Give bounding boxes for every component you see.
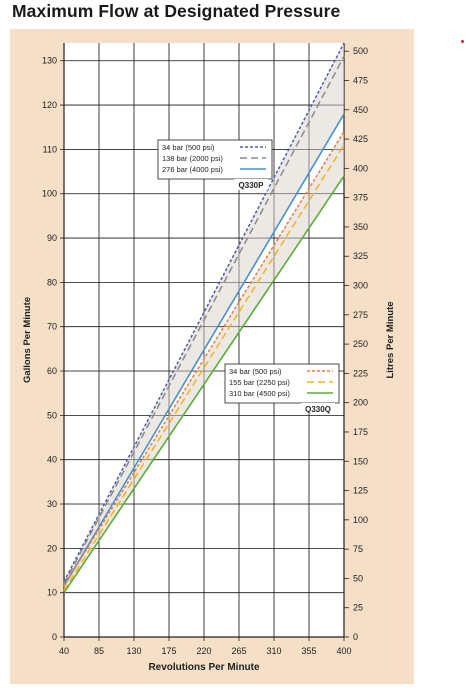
y2-axis-label: Litres Per Minute bbox=[385, 301, 396, 378]
x-tick-label: 265 bbox=[231, 646, 246, 656]
accent-dot bbox=[461, 40, 464, 43]
legend-entry: 138 bar (2000 psi) bbox=[162, 154, 223, 163]
group-label: Q330P bbox=[239, 181, 265, 190]
y2-tick-label: 425 bbox=[353, 134, 368, 144]
y2-tick-label: 475 bbox=[353, 75, 368, 85]
x-tick-label: 130 bbox=[126, 646, 141, 656]
y-tick-label: 10 bbox=[47, 588, 57, 598]
y-tick-label: 40 bbox=[47, 455, 57, 465]
y-tick-label: 120 bbox=[42, 100, 57, 110]
x-tick-label: 40 bbox=[59, 646, 69, 656]
y2-tick-label: 300 bbox=[353, 281, 368, 291]
x-tick-label: 310 bbox=[266, 646, 281, 656]
y-tick-label: 70 bbox=[47, 322, 57, 332]
y-tick-label: 60 bbox=[47, 366, 57, 376]
y-tick-label: 90 bbox=[47, 233, 57, 243]
x-axis-label: Revolutions Per Minute bbox=[148, 662, 260, 673]
series-line-q330q-0 bbox=[63, 131, 345, 587]
legend-entry: 276 bar (4000 psi) bbox=[162, 165, 223, 174]
x-tick-label: 175 bbox=[161, 646, 176, 656]
y2-tick-label: 25 bbox=[353, 603, 363, 613]
y2-tick-label: 500 bbox=[353, 46, 368, 56]
legend-entry: 34 bar (500 psi) bbox=[162, 143, 215, 152]
y2-tick-label: 100 bbox=[353, 515, 368, 525]
y-tick-label: 50 bbox=[47, 410, 57, 420]
y-tick-label: 110 bbox=[43, 144, 57, 154]
series-line-q330q-2 bbox=[63, 175, 345, 594]
x-tick-label: 85 bbox=[94, 646, 104, 656]
y-tick-label: 100 bbox=[42, 189, 57, 199]
y-axis-label: Gallons Per Minute bbox=[22, 297, 33, 383]
series-line-q330p-1 bbox=[63, 55, 345, 585]
x-tick-label: 400 bbox=[336, 646, 351, 656]
y2-tick-label: 250 bbox=[353, 339, 368, 349]
page-title: Maximum Flow at Designated Pressure bbox=[12, 1, 341, 21]
y2-tick-label: 450 bbox=[353, 105, 368, 115]
y-tick-label: 20 bbox=[47, 543, 57, 553]
y2-tick-label: 375 bbox=[353, 193, 368, 203]
legend-entry: 310 bar (4500 psi) bbox=[229, 389, 290, 398]
group-label-bg bbox=[301, 403, 335, 414]
legend-entry: 155 bar (2250 psi) bbox=[229, 378, 290, 387]
x-tick-label: 220 bbox=[196, 646, 211, 656]
y2-tick-label: 275 bbox=[353, 310, 368, 320]
series-line-q330p-2 bbox=[63, 113, 345, 587]
chart-panel: 40 85 130 175 220 265 310 355 400 0 10 20 30 40 50 60 70… bbox=[10, 29, 414, 684]
y-tick-label: 130 bbox=[42, 56, 57, 66]
flow-chart: 40 85 130 175 220 265 310 355 400010203040506070… bbox=[10, 29, 414, 684]
y2-tick-label: 150 bbox=[353, 456, 368, 466]
series-line-q330p-0 bbox=[63, 42, 345, 582]
y-tick-label: 30 bbox=[47, 499, 57, 509]
group-label: Q330Q bbox=[305, 405, 331, 414]
y2-tick-label: 200 bbox=[353, 398, 368, 408]
y2-tick-label: 400 bbox=[353, 163, 368, 173]
y2-tick-label: 125 bbox=[353, 486, 368, 496]
x-tick-label: 355 bbox=[301, 646, 316, 656]
y2-tick-label: 0 bbox=[353, 632, 358, 642]
y-tick-label: 0 bbox=[52, 632, 57, 642]
y2-tick-label: 325 bbox=[353, 251, 368, 261]
y2-tick-label: 225 bbox=[353, 368, 368, 378]
y2-tick-label: 50 bbox=[353, 573, 363, 583]
y-tick-label: 80 bbox=[47, 277, 57, 287]
group-label-bg bbox=[234, 179, 268, 190]
y2-tick-label: 75 bbox=[353, 544, 363, 554]
y2-tick-label: 175 bbox=[353, 427, 368, 437]
y2-tick-label: 350 bbox=[353, 222, 368, 232]
legend-entry: 34 bar (500 psi) bbox=[229, 367, 282, 376]
